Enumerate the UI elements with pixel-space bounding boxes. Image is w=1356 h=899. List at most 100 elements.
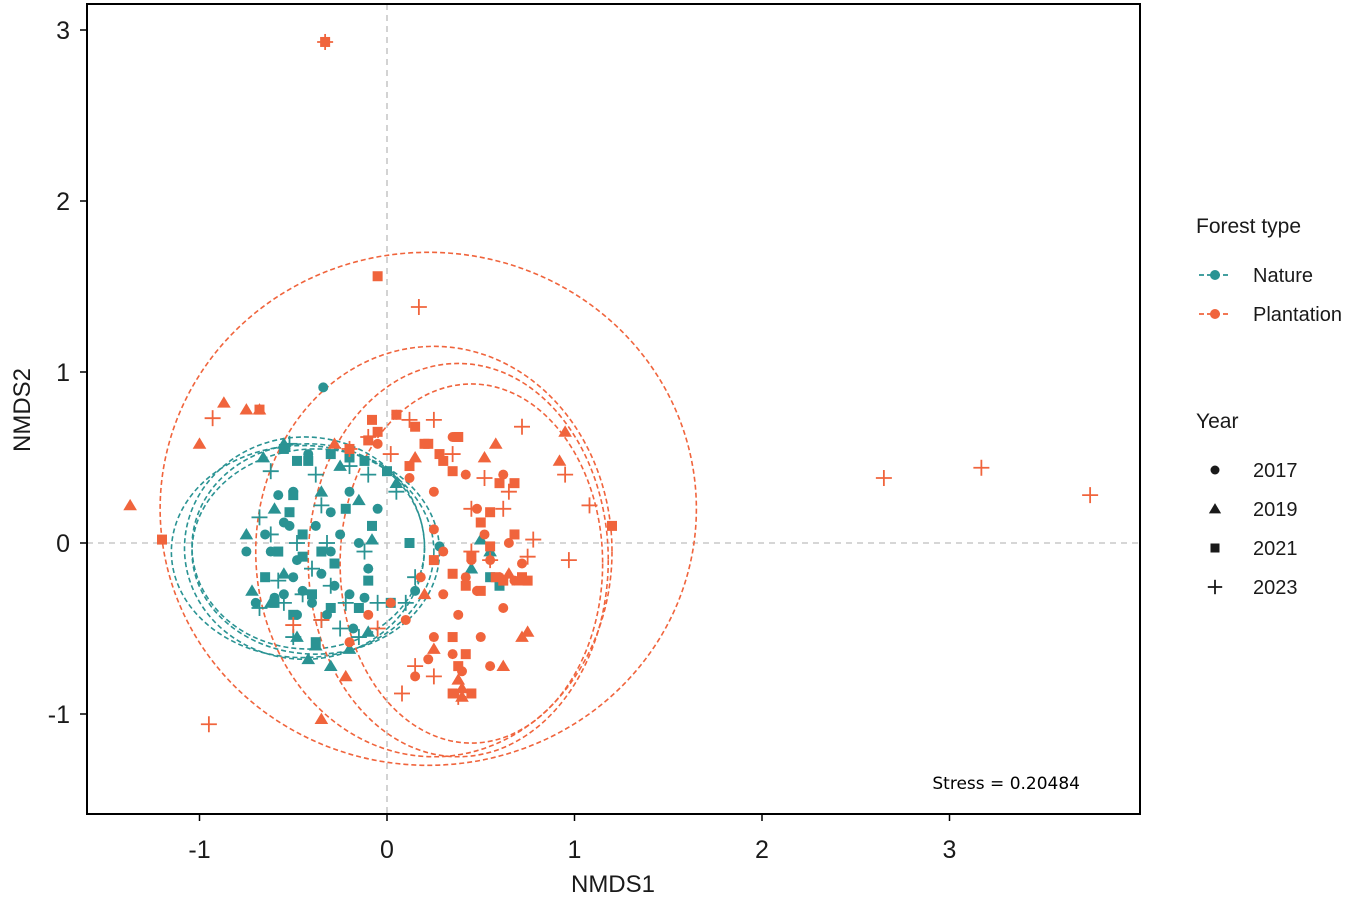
point-plantation-2023 [401, 411, 418, 428]
point-plantation-2019 [239, 403, 254, 415]
x-tick-label: 0 [380, 836, 394, 864]
point-plantation-2023 [313, 611, 330, 628]
point-nature-2021 [494, 580, 505, 591]
y-axis-ticks: -1 0 1 2 3 [48, 17, 87, 729]
point-plantation-2021 [607, 520, 617, 531]
legend-label: Plantation [1253, 304, 1342, 326]
point-nature-2023 [319, 535, 335, 551]
point-nature-2023 [397, 594, 414, 611]
point-nature-2021 [284, 507, 295, 518]
point-plantation-2021 [498, 575, 509, 586]
point-nature-2021 [297, 529, 308, 540]
point-nature-2019 [245, 584, 259, 596]
point-plantation-2017 [372, 438, 383, 449]
point-nature-2023 [341, 458, 358, 475]
point-nature-2017 [348, 623, 359, 634]
point-plantation-2017 [453, 609, 464, 620]
point-plantation-2017 [503, 538, 514, 548]
point-nature-2023 [332, 620, 349, 637]
point-plantation-2017 [428, 524, 439, 535]
point-plantation-2023 [495, 500, 512, 517]
point-nature-2023 [350, 629, 367, 646]
point-plantation-2023 [525, 531, 542, 548]
point-nature-2021 [278, 443, 289, 454]
point-plantation-2021 [447, 632, 458, 643]
point-nature-2023 [307, 466, 324, 483]
point-nature-2017 [310, 520, 321, 531]
point-nature-2021 [316, 546, 327, 557]
point-plantation-2021 [372, 426, 383, 437]
point-plantation-2021 [447, 688, 458, 699]
point-plantation-2021 [410, 421, 421, 432]
point-plantation-2021 [367, 414, 377, 425]
point-nature-2021 [307, 589, 317, 600]
point-plantation-2017 [415, 572, 426, 583]
x-tick-label: 3 [943, 836, 957, 864]
point-plantation-2021 [490, 572, 501, 583]
point-plantation-2023 [519, 548, 536, 565]
point-plantation-2019 [217, 396, 231, 408]
point-nature-2021 [363, 575, 374, 586]
point-plantation-2021 [254, 404, 265, 415]
point-plantation-2023 [410, 299, 427, 316]
point-nature-2019 [389, 476, 404, 489]
legend-shape-swatch [1210, 465, 1220, 475]
point-plantation-2019 [192, 437, 207, 449]
legend-color-item-nature: Nature [1199, 265, 1313, 287]
point-nature-2019 [267, 502, 282, 514]
point-nature-2019 [277, 567, 291, 579]
reference-lines [87, 4, 1140, 814]
point-nature-2017 [278, 589, 289, 600]
point-nature-2019 [323, 659, 338, 671]
legend-shape-item-2023: 2023 [1207, 577, 1298, 599]
point-nature-2023 [275, 594, 292, 611]
point-nature-2021 [404, 538, 415, 548]
point-plantation-2017 [404, 473, 415, 484]
point-plantation-2019 [558, 425, 572, 437]
point-nature-2019 [365, 533, 379, 545]
point-plantation-2017 [410, 671, 421, 682]
ellipse-plantation-2023 [159, 251, 698, 767]
point-nature-2017 [273, 490, 284, 501]
point-nature-2023 [281, 435, 298, 452]
x-tick-label: 2 [755, 836, 769, 864]
point-plantation-2023 [200, 716, 217, 733]
point-plantation-2021 [438, 455, 449, 466]
point-nature-2017 [307, 597, 317, 608]
point-plantation-2021 [157, 534, 167, 545]
point-nature-2023 [262, 463, 279, 480]
point-nature-2019 [314, 485, 329, 497]
point-plantation-2017 [423, 654, 434, 665]
point-plantation-2021 [453, 431, 464, 442]
point-plantation-2023 [317, 33, 334, 50]
point-nature-2021 [288, 490, 299, 501]
point-nature-2021 [269, 597, 280, 608]
legend-shape-title: Year [1196, 410, 1238, 433]
point-plantation-2021 [434, 449, 445, 460]
point-plantation-2017 [498, 602, 509, 613]
point-plantation-2023 [514, 418, 530, 435]
point-plantation-2021 [447, 568, 458, 579]
point-nature-2021 [303, 455, 314, 466]
point-plantation-2017 [438, 546, 449, 557]
legend-label: 2021 [1253, 538, 1298, 560]
point-nature-2023 [294, 586, 311, 603]
point-plantation-2017 [400, 614, 411, 625]
point-plantation-2023 [425, 411, 442, 428]
legend-color-title: Forest type [1196, 215, 1301, 238]
point-nature-2017 [325, 507, 336, 518]
point-plantation-2023 [500, 483, 517, 500]
point-plantation-2019 [417, 587, 432, 600]
point-plantation-2021 [475, 585, 486, 596]
ellipse-plantation-2017 [307, 362, 610, 758]
point-plantation-2021 [509, 529, 520, 540]
ellipse-plantation-2019 [254, 345, 613, 758]
point-nature-2019 [464, 562, 479, 574]
point-nature-2023 [262, 526, 279, 543]
point-nature-2023 [289, 535, 305, 551]
point-nature-2017 [241, 546, 252, 557]
point-plantation-2017 [428, 632, 439, 643]
point-nature-2023 [356, 543, 373, 560]
point-plantation-2023 [444, 446, 461, 463]
point-plantation-2023 [407, 658, 424, 675]
